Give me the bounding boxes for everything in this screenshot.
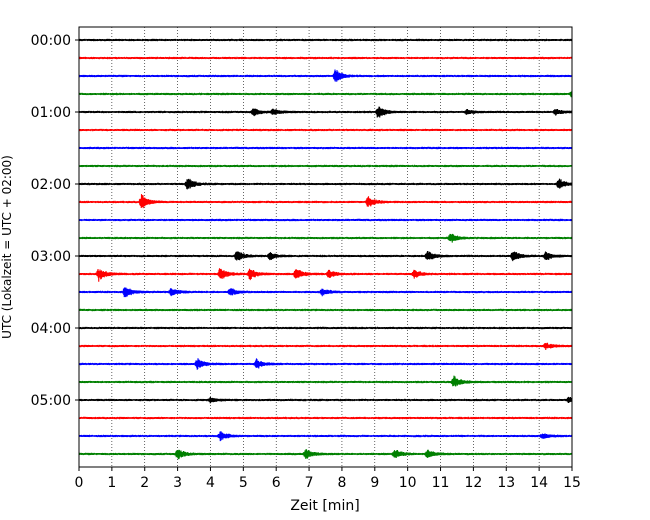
seismic-traces [78, 38, 573, 460]
x-tick-label: 6 [272, 475, 281, 491]
x-tick-label: 8 [337, 475, 346, 491]
trace-line [78, 56, 573, 60]
x-tick-label: 13 [497, 475, 515, 491]
trace-line [78, 128, 573, 132]
y-tick-label: 01:00 [31, 105, 71, 121]
plot-frame [78, 26, 573, 468]
trace-line [78, 431, 573, 442]
y-axis-label: UTC (Lokalzeit = UTC + 02:00) [0, 155, 14, 339]
y-tick-label: 03:00 [31, 249, 71, 265]
trace-line [78, 449, 573, 460]
x-tick-label: 15 [563, 475, 581, 491]
y-tick-label: 04:00 [31, 321, 71, 337]
x-tick-label: 11 [432, 475, 450, 491]
trace-line [78, 69, 573, 82]
trace-line [78, 194, 573, 209]
trace-line [78, 342, 573, 351]
x-tick-label: 4 [206, 475, 215, 491]
x-tick-label: 0 [75, 475, 84, 491]
y-axis-ticks: 00:00 01:00 02:00 03:00 04:00 05:00 [31, 33, 79, 409]
x-axis-label: Zeit [min] [290, 498, 359, 514]
trace-line [78, 164, 573, 168]
x-tick-label: 10 [399, 475, 417, 491]
x-tick-label: 12 [464, 475, 482, 491]
grid-lines [111, 27, 540, 467]
trace-line [78, 233, 573, 243]
x-tick-label: 7 [305, 475, 314, 491]
trace-line [78, 308, 573, 312]
x-tick-label: 3 [173, 475, 182, 491]
x-tick-label: 5 [239, 475, 248, 491]
trace-line [78, 251, 573, 262]
trace-line [78, 396, 573, 404]
trace-line [78, 38, 573, 42]
trace-line [78, 326, 573, 330]
trace-line [78, 375, 573, 387]
trace-line [78, 178, 573, 190]
x-tick-label: 14 [530, 475, 548, 491]
y-tick-label: 05:00 [31, 393, 71, 409]
trace-line [78, 218, 573, 222]
y-tick-label: 00:00 [31, 33, 71, 49]
y-tick-label: 02:00 [31, 177, 71, 193]
x-tick-label: 1 [107, 475, 116, 491]
trace-line [78, 287, 573, 298]
trace-line [78, 416, 573, 420]
x-axis-ticks: 0 1 2 3 4 5 6 7 8 9 10 11 12 13 14 15 [75, 467, 581, 491]
x-tick-label: 9 [370, 475, 379, 491]
x-tick-label: 2 [140, 475, 149, 491]
trace-line [78, 146, 573, 150]
trace-line [78, 358, 573, 370]
trace-line [78, 268, 573, 282]
trace-line [78, 90, 573, 98]
trace-line [78, 106, 573, 118]
